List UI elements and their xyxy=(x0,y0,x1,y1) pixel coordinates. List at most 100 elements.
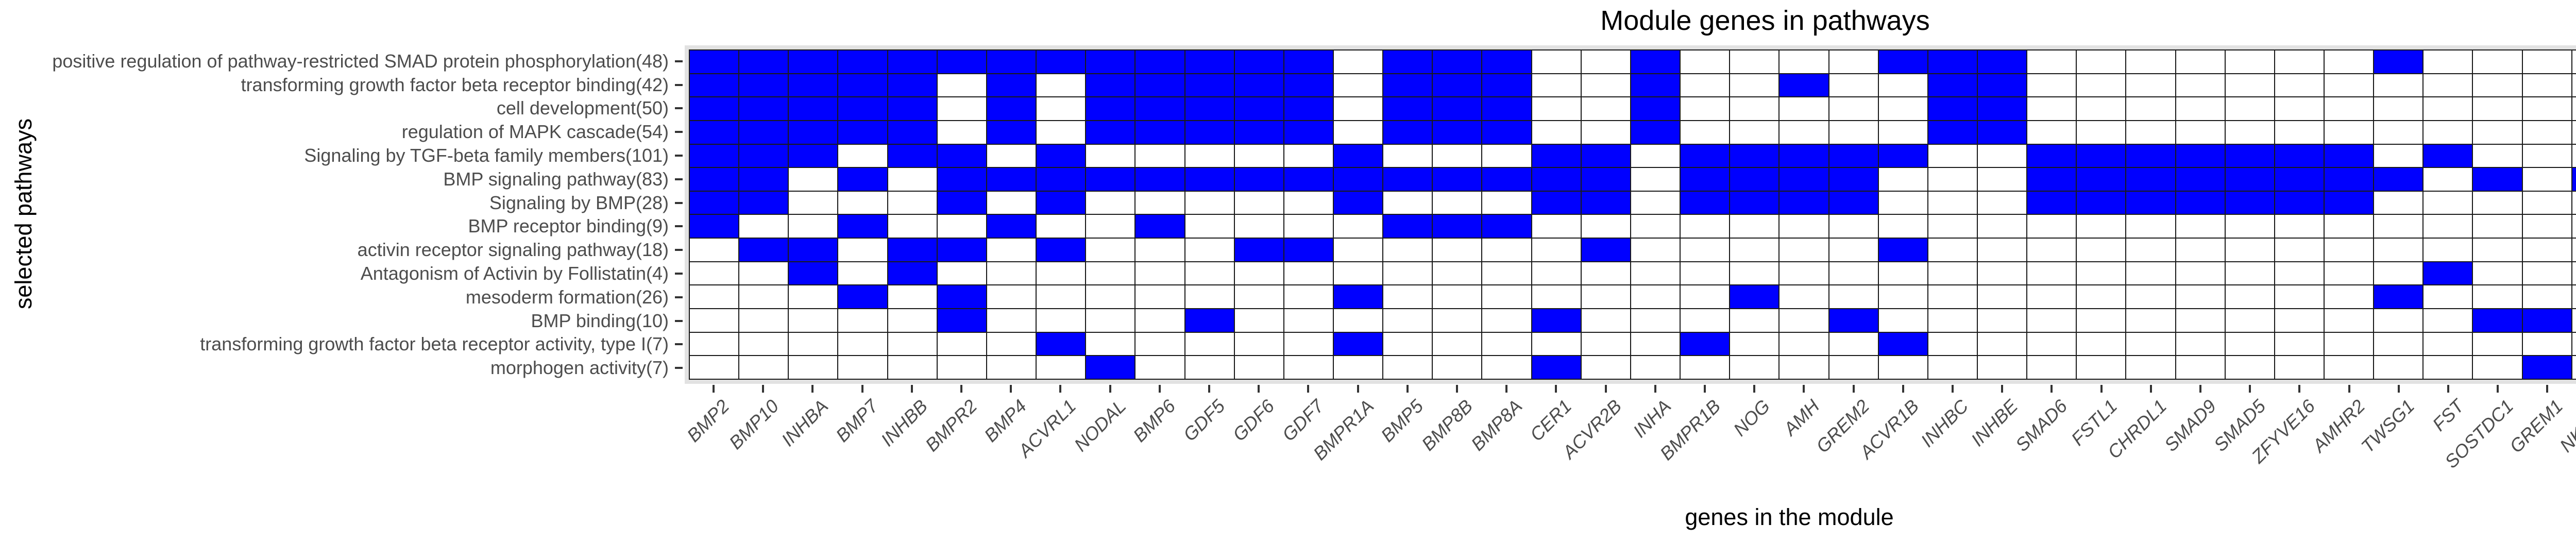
heatmap-cell xyxy=(1532,121,1581,144)
x-axis-tick xyxy=(1505,385,1508,393)
x-axis-tick xyxy=(1704,385,1706,393)
y-axis-title: selected pathways xyxy=(10,118,37,310)
heatmap-cell xyxy=(2225,97,2274,120)
heatmap-cell xyxy=(2572,74,2576,97)
heatmap-cell xyxy=(1284,97,1333,120)
heatmap-panel xyxy=(685,45,2576,384)
heatmap-cell xyxy=(1234,144,1283,167)
heatmap-cell xyxy=(1482,239,1531,261)
y-axis-tick xyxy=(675,155,683,157)
heatmap-cell xyxy=(1681,74,1730,97)
gene-label: INHA xyxy=(1629,395,1675,442)
heatmap-cell xyxy=(1631,285,1680,309)
heatmap-cell xyxy=(2126,239,2175,261)
heatmap-cell xyxy=(2027,74,2076,97)
x-axis-tick xyxy=(1010,385,1012,393)
heatmap-cell xyxy=(2572,168,2576,191)
heatmap-cell xyxy=(2126,144,2175,167)
heatmap-cell xyxy=(1086,97,1135,120)
heatmap-cell xyxy=(1333,121,1383,144)
heatmap-cell xyxy=(1631,97,1680,120)
heatmap-cell xyxy=(2027,356,2076,379)
heatmap-cell xyxy=(2572,50,2576,73)
heatmap-cell xyxy=(690,239,739,261)
gene-label: GREM1 xyxy=(2505,395,2567,457)
heatmap-cell xyxy=(2225,239,2274,261)
heatmap-cell xyxy=(2126,121,2175,144)
heatmap-cell xyxy=(2126,191,2175,214)
heatmap-cell xyxy=(2225,191,2274,214)
heatmap-cell xyxy=(1829,144,1878,167)
heatmap-cell xyxy=(789,121,838,144)
x-axis-tick xyxy=(1059,385,1062,393)
heatmap-cell xyxy=(1185,332,1234,356)
heatmap-cell xyxy=(1284,239,1333,261)
x-axis-tick xyxy=(2199,385,2201,393)
heatmap-cell xyxy=(739,309,788,332)
heatmap-cell xyxy=(2275,215,2324,238)
heatmap-cell xyxy=(2077,332,2126,356)
heatmap-cell xyxy=(1581,97,1630,120)
heatmap-cell xyxy=(2325,309,2374,332)
heatmap-cell xyxy=(2374,356,2423,379)
heatmap-cell xyxy=(1780,168,1828,191)
heatmap-cell xyxy=(690,97,739,120)
heatmap-cell xyxy=(2325,74,2374,97)
gene-label: BMP10 xyxy=(725,395,783,453)
gene-label: BMP8A xyxy=(1467,395,1527,455)
heatmap-cell xyxy=(1631,50,1680,73)
heatmap-cell xyxy=(937,191,986,214)
heatmap-cell xyxy=(1928,285,1977,309)
heatmap-cell xyxy=(2077,285,2126,309)
heatmap-cell xyxy=(1928,356,1977,379)
heatmap-cell xyxy=(789,74,838,97)
heatmap-cell xyxy=(1136,215,1184,238)
heatmap-cell xyxy=(1037,74,1086,97)
heatmap-cell xyxy=(1333,285,1383,309)
heatmap-cell xyxy=(2275,285,2324,309)
x-axis-tick xyxy=(1158,385,1161,393)
heatmap-cell xyxy=(690,144,739,167)
heatmap-cell xyxy=(937,144,986,167)
pathway-label: regulation of MAPK cascade(54) xyxy=(401,121,669,143)
heatmap-cell xyxy=(1333,215,1383,238)
x-axis-title: genes in the module xyxy=(1685,504,1894,530)
heatmap-cell xyxy=(2522,168,2571,191)
y-axis-tick xyxy=(675,107,683,110)
heatmap-cell xyxy=(1581,356,1630,379)
heatmap-cell xyxy=(1037,309,1086,332)
heatmap-cell xyxy=(2374,121,2423,144)
heatmap-cell xyxy=(1482,356,1531,379)
heatmap-cell xyxy=(2572,262,2576,285)
heatmap-cell xyxy=(1532,356,1581,379)
heatmap-cell xyxy=(1284,215,1333,238)
heatmap-cell xyxy=(888,168,937,191)
heatmap-cell xyxy=(1878,144,1927,167)
heatmap-cell xyxy=(2473,332,2522,356)
gene-label: BMP6 xyxy=(1128,395,1180,446)
heatmap-cell xyxy=(2275,332,2324,356)
heatmap-cell xyxy=(1482,309,1531,332)
heatmap-cell xyxy=(1234,239,1283,261)
heatmap-cell xyxy=(1977,262,2027,285)
heatmap-cell xyxy=(1928,121,1977,144)
x-axis-tick xyxy=(2001,385,2004,393)
heatmap-cell xyxy=(1482,144,1531,167)
heatmap-cell xyxy=(1433,168,1482,191)
heatmap-cell xyxy=(2126,285,2175,309)
heatmap-cell xyxy=(1928,168,1977,191)
heatmap-cell xyxy=(1532,262,1581,285)
heatmap-cell xyxy=(1829,168,1878,191)
heatmap-cell xyxy=(2225,144,2274,167)
heatmap-cell xyxy=(1878,97,1927,120)
heatmap-cell xyxy=(1433,309,1482,332)
heatmap-cell xyxy=(1928,191,1977,214)
x-axis-tick xyxy=(2397,385,2400,393)
x-axis-tick xyxy=(910,385,913,393)
heatmap-cell xyxy=(1482,191,1531,214)
heatmap-cell xyxy=(1878,309,1927,332)
heatmap-cell xyxy=(1037,121,1086,144)
heatmap-cell xyxy=(2473,144,2522,167)
x-axis-tick xyxy=(1456,385,1459,393)
heatmap-cell xyxy=(838,50,887,73)
